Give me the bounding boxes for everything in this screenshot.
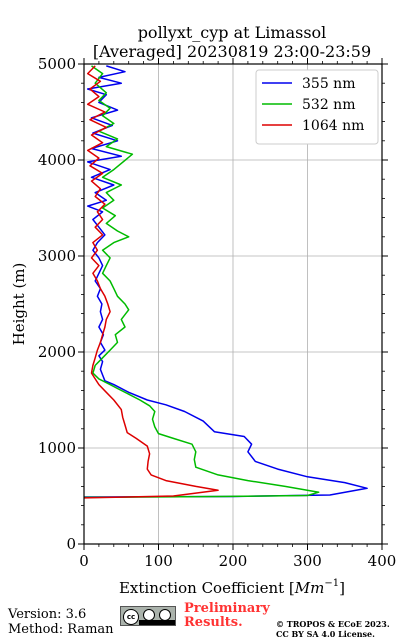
x-axis-label-sup: −1: [324, 578, 339, 589]
y-tick-label: 3000: [38, 247, 76, 265]
y-tick-label: 0: [66, 535, 76, 553]
preliminary-line1: Preliminary: [184, 601, 270, 616]
series-532nm-line: [83, 65, 320, 499]
y-axis-label: Height (m): [10, 263, 28, 346]
legend-label-355: 355 nm: [302, 76, 355, 92]
series-1064nm-line: [83, 65, 219, 499]
cc-license-icon: cc: [120, 606, 176, 626]
series-layer: [83, 65, 368, 499]
x-tick-label: 400: [368, 552, 397, 570]
legend-label-1064: 1064 nm: [302, 118, 364, 134]
y-tick-label: 2000: [38, 343, 76, 361]
x-axis-label: Extinction Coefficient [Mm−1]: [119, 578, 345, 597]
x-tick-label: 300: [293, 552, 322, 570]
copyright-notice: © TROPOS & ECoE 2023. CC BY SA 4.0 Licen…: [276, 619, 396, 639]
x-axis-label-end: ]: [339, 579, 345, 597]
cc-logo-icon: cc: [123, 609, 139, 625]
chart-title-line1: pollyxt_cyp at Limassol: [138, 23, 327, 42]
license-strip: [139, 620, 175, 625]
copyright-line1: © TROPOS & ECoE 2023.: [276, 619, 390, 629]
x-axis-label-text: Extinction Coefficient [: [119, 579, 295, 597]
version-label: Version: 3.6: [8, 607, 87, 622]
y-tick-label: 5000: [38, 55, 76, 73]
preliminary-notice: Preliminary Results.: [184, 602, 284, 630]
x-axis-label-unit: Mm: [294, 579, 325, 597]
method-label: Method: Raman: [8, 622, 114, 637]
x-tick-label: 0: [79, 552, 89, 570]
chart-title-line2: [Averaged] 20230819 23:00-23:59: [93, 42, 371, 61]
copyright-line2: CC BY SA 4.0 License.: [276, 629, 375, 639]
legend: 355 nm 532 nm 1064 nm: [255, 69, 379, 145]
x-tick-label: 100: [144, 552, 173, 570]
legend-label-532: 532 nm: [302, 97, 355, 113]
x-tick-label: 200: [219, 552, 248, 570]
y-tick-label: 1000: [38, 439, 76, 457]
y-tick-label: 4000: [38, 151, 76, 169]
preliminary-line2: Results.: [184, 615, 243, 630]
